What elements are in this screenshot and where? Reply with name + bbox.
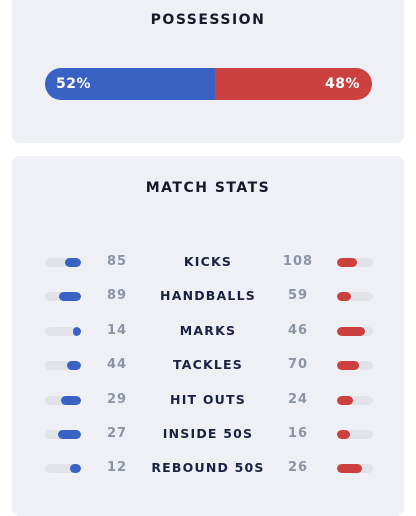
home-value: 44 — [106, 357, 128, 373]
match-stats-card: MATCH STATS 85 KICKS 108 89 HANDBALLS 59 14 MAR… — [12, 156, 404, 516]
away-bar — [337, 361, 360, 371]
away-bar — [337, 258, 358, 267]
home-bar-track — [45, 292, 81, 302]
away-value: 24 — [287, 391, 309, 407]
home-bar — [58, 430, 81, 439]
page: POSSESSION 52% 48% MATCH STATS 85 KICKS 10… — [12, 0, 404, 516]
stat-row: 29 HIT OUTS 24 — [12, 390, 404, 410]
stat-label: KICKS — [183, 254, 233, 269]
away-possession-label: 48% — [324, 76, 360, 92]
home-bar-track — [45, 430, 81, 439]
away-value: 46 — [287, 322, 309, 338]
home-value: 14 — [106, 322, 128, 338]
stat-label: INSIDE 50S — [162, 426, 254, 441]
away-value: 70 — [287, 357, 309, 373]
away-bar-track — [337, 326, 373, 336]
stat-label: REBOUND 50S — [151, 460, 265, 476]
away-value: 16 — [287, 426, 309, 441]
home-bar-track — [45, 326, 81, 336]
home-value: 89 — [106, 288, 128, 304]
possession-bar: 52% 48% — [45, 68, 372, 100]
home-bar — [65, 258, 81, 267]
stat-row: 27 INSIDE 50S 16 — [12, 424, 404, 444]
stat-label: HIT OUTS — [170, 391, 246, 407]
home-value: 85 — [106, 254, 128, 269]
away-bar — [337, 292, 352, 302]
away-bar-track — [337, 464, 373, 474]
home-bar — [72, 326, 81, 336]
away-bar-track — [337, 395, 373, 405]
away-bar-track — [337, 258, 373, 267]
away-bar — [337, 326, 365, 336]
home-value: 29 — [106, 391, 128, 407]
stat-row: 12 REBOUND 50S 26 — [12, 458, 404, 478]
away-bar-track — [337, 292, 373, 302]
stat-row: 89 HANDBALLS 59 — [12, 286, 404, 306]
away-value: 108 — [282, 254, 314, 269]
away-possession: 48% — [215, 68, 372, 100]
home-bar — [59, 292, 81, 302]
home-bar-track — [45, 464, 81, 474]
home-bar-track — [45, 361, 81, 371]
home-possession-label: 52% — [56, 76, 92, 92]
stat-row: 14 MARKS 46 — [12, 321, 404, 341]
stat-row: 85 KICKS 108 — [12, 252, 404, 272]
possession-title: POSSESSION — [150, 12, 266, 28]
home-bar — [67, 361, 81, 371]
possession-card: POSSESSION 52% 48% — [12, 0, 404, 143]
stat-label: TACKLES — [173, 357, 243, 373]
away-value: 59 — [287, 288, 309, 304]
away-bar-track — [337, 430, 373, 439]
home-value: 27 — [106, 426, 128, 441]
home-possession: 52% — [45, 68, 216, 100]
home-value: 12 — [106, 460, 128, 476]
away-bar — [337, 430, 351, 439]
stat-label: MARKS — [179, 322, 237, 338]
away-bar — [337, 395, 354, 405]
home-bar — [69, 464, 81, 474]
match-stats-title: MATCH STATS — [145, 180, 271, 196]
home-bar-track — [45, 395, 81, 405]
stat-row: 44 TACKLES 70 — [12, 355, 404, 375]
away-bar-track — [337, 361, 373, 371]
away-bar — [337, 464, 362, 474]
home-bar — [61, 395, 81, 405]
away-value: 26 — [287, 460, 309, 476]
home-bar-track — [45, 258, 81, 267]
stat-label: HANDBALLS — [160, 288, 256, 304]
